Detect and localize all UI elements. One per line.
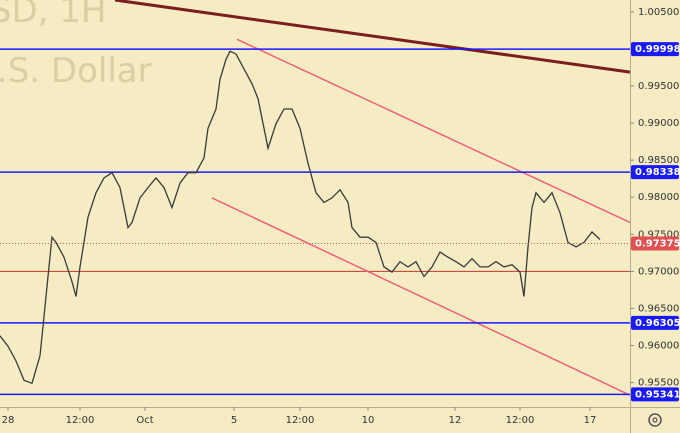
x-tick-label: Oct (136, 415, 153, 426)
level-tag (631, 387, 679, 402)
y-tick-label: 0.96500 (638, 303, 679, 314)
level-tag (631, 42, 679, 57)
y-tick-label: 0.98500 (638, 155, 679, 166)
x-tick-label: 28 (2, 415, 15, 426)
x-tick-label: 17 (584, 415, 597, 426)
last-price-label: 0.97375 (635, 239, 680, 250)
y-tick-label: 0.99500 (638, 81, 679, 92)
trend-line (114, 0, 631, 74)
settings-icon[interactable] (648, 413, 662, 427)
level-label: 0.99998 (635, 44, 680, 55)
y-tick-label: 0.98000 (638, 192, 679, 203)
x-tick-label: 12:00 (286, 415, 315, 426)
last-price-tag (631, 236, 679, 251)
y-tick-label: 0.95500 (638, 378, 679, 389)
level-tag (631, 165, 679, 180)
level-label: 0.96305 (635, 318, 680, 329)
y-tick-label: 0.96000 (638, 340, 679, 351)
gear[interactable] (648, 413, 662, 427)
gear-hub[interactable] (652, 417, 658, 423)
y-tick-label: 0.97500 (638, 229, 679, 240)
y-tick-label: 0.97000 (638, 266, 679, 277)
price-line (0, 50, 601, 385)
watermark-subtitle: U.S. Dollar (0, 51, 152, 91)
y-tick-label: 0.99000 (638, 118, 679, 129)
level-label: 0.98338 (635, 167, 680, 178)
level-tag (631, 315, 679, 330)
x-tick-label: 10 (362, 415, 375, 426)
y-tick-label: 1.00500 (638, 7, 679, 18)
x-tick-label: 12:00 (66, 415, 95, 426)
level-label: 0.95341 (635, 389, 680, 400)
watermark-title: USD, 1H (0, 0, 106, 31)
trend-line (236, 38, 631, 224)
x-tick-label: 5 (231, 415, 237, 426)
x-tick-label: 12:00 (506, 415, 535, 426)
trend-line (211, 197, 631, 396)
x-tick-label: 12 (449, 415, 462, 426)
